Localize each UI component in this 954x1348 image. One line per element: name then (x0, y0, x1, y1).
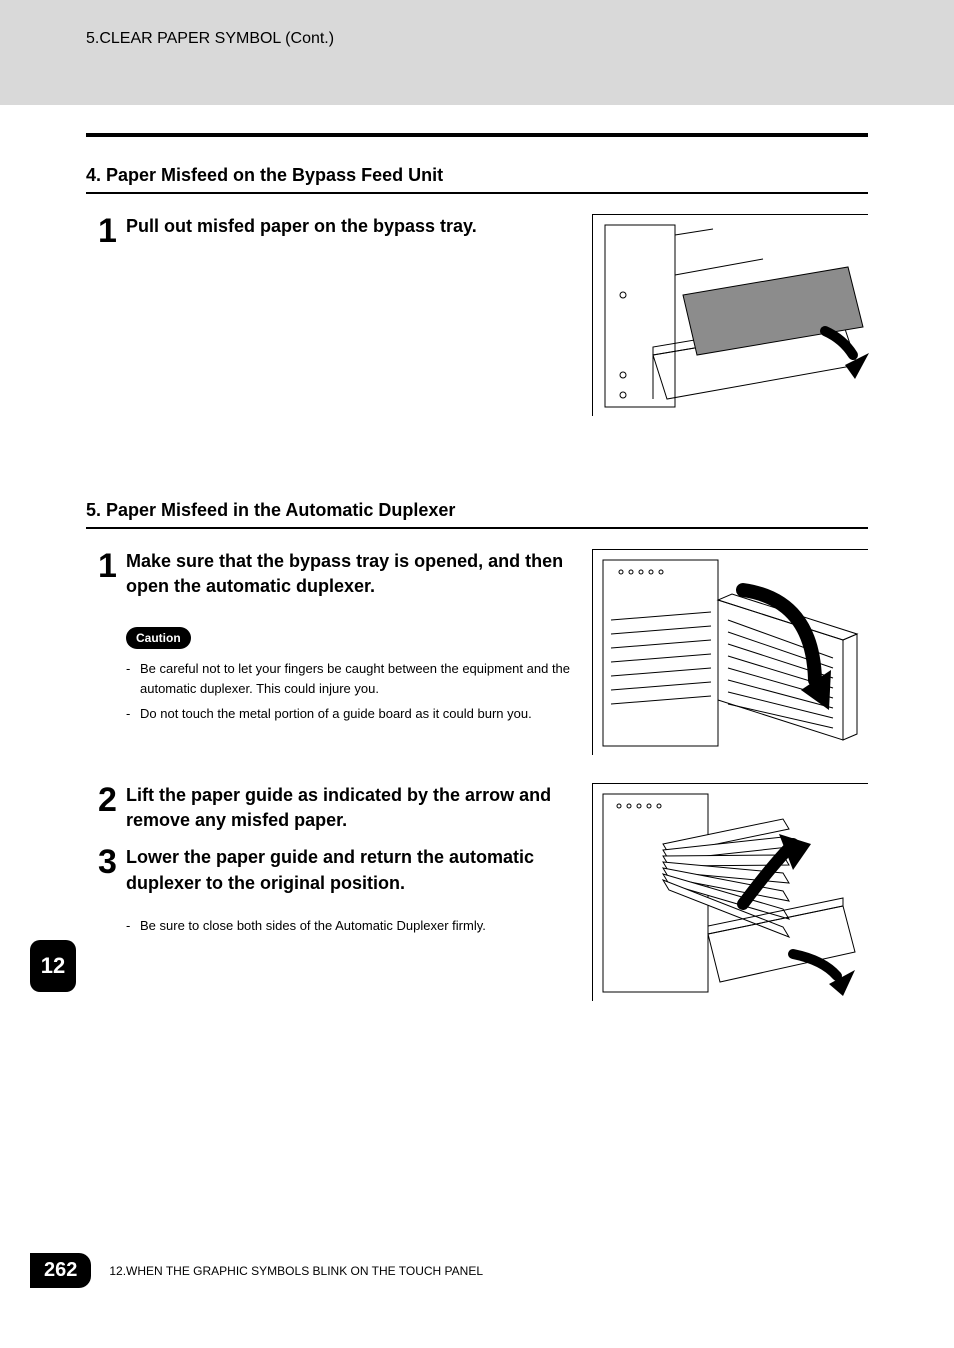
note-list: Be sure to close both sides of the Autom… (126, 916, 580, 936)
section4-figure1 (592, 214, 868, 416)
caution-badge: Caution (126, 627, 191, 649)
section4-heading: 4. Paper Misfeed on the Bypass Feed Unit (86, 165, 868, 194)
section4-step1: 1 Pull out misfed paper on the bypass tr… (98, 214, 868, 416)
step-title: Make sure that the bypass tray is opened… (126, 549, 580, 599)
caution-list: Be careful not to let your fingers be ca… (126, 659, 580, 724)
note-item: Be sure to close both sides of the Autom… (126, 916, 580, 936)
step-number: 3 (98, 845, 126, 941)
section5-figure2 (592, 549, 868, 755)
running-title: 5.CLEAR PAPER SYMBOL (Cont.) (86, 30, 954, 48)
step-number: 1 (98, 549, 126, 755)
section5-step2-3: 2 Lift the paper guide as indicated by t… (98, 783, 868, 1001)
step-title: Pull out misfed paper on the bypass tray… (126, 214, 580, 239)
step-title: Lower the paper guide and return the aut… (126, 845, 580, 895)
step-number: 1 (98, 214, 126, 416)
section5-figure3 (592, 783, 868, 1001)
running-header: 5.CLEAR PAPER SYMBOL (Cont.) (0, 0, 954, 105)
section5-step1: 1 Make sure that the bypass tray is open… (98, 549, 868, 755)
top-rule (86, 133, 868, 137)
caution-item: Be careful not to let your fingers be ca… (126, 659, 580, 698)
footer-text: 12.WHEN THE GRAPHIC SYMBOLS BLINK ON THE… (109, 1264, 483, 1278)
chapter-tab: 12 (30, 940, 76, 992)
page-footer: 262 12.WHEN THE GRAPHIC SYMBOLS BLINK ON… (30, 1253, 868, 1288)
caution-item: Do not touch the metal portion of a guid… (126, 704, 580, 724)
step-number: 2 (98, 783, 126, 833)
section5-heading: 5. Paper Misfeed in the Automatic Duplex… (86, 500, 868, 529)
step-title: Lift the paper guide as indicated by the… (126, 783, 580, 833)
page-number: 262 (30, 1253, 91, 1288)
